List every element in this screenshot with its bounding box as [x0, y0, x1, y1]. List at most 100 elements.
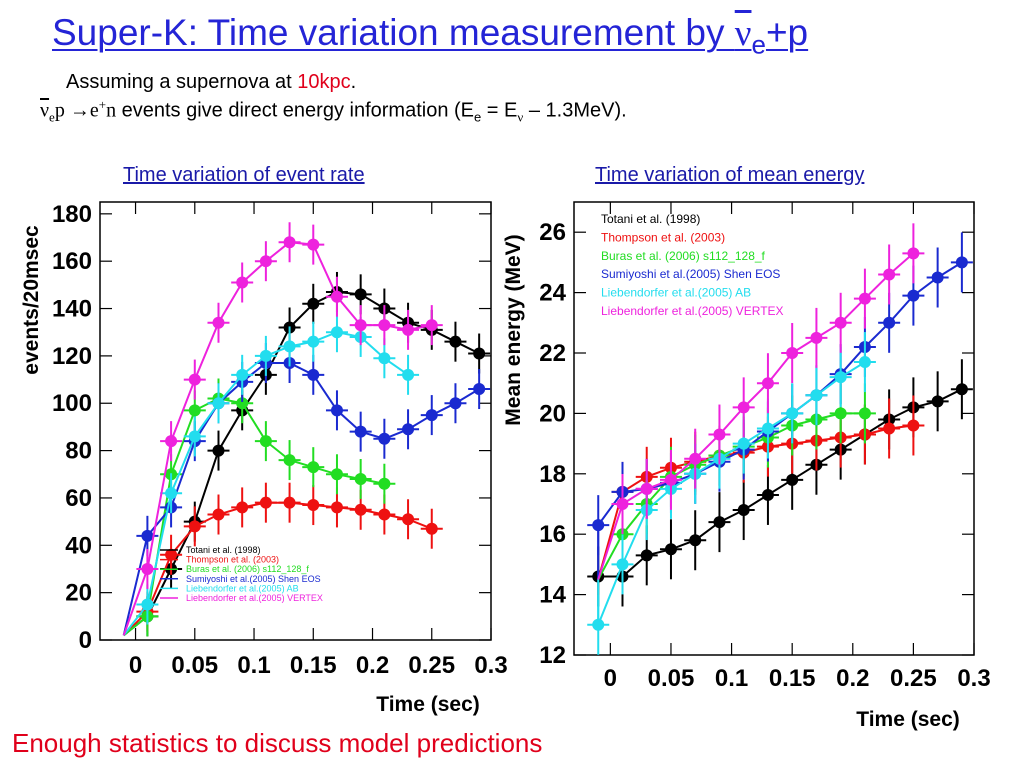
rate-legend-entry: Liebendorfer et al.(2005) VERTEX [186, 593, 323, 603]
rate-data-point [449, 397, 462, 410]
rate-data-point [283, 454, 296, 467]
rate-data-point [330, 468, 343, 481]
rate-series-liebendorfer_ab [122, 312, 420, 636]
rate-plot-frame [99, 201, 492, 641]
assumption-line: Assuming a supernova at 10kpc. [66, 71, 356, 94]
caption-mean-energy: Time variation of mean energy [595, 164, 865, 186]
rate-data-point [259, 496, 272, 509]
rate-data-point [141, 598, 154, 611]
energy-end: – 1.3MeV). [523, 99, 627, 122]
rate-xlabel: Time (sec) [376, 693, 480, 716]
rate-data-point [425, 319, 438, 332]
title-subscript: e [751, 29, 766, 60]
rate-data-point [283, 496, 296, 509]
rate-data-point [378, 352, 391, 365]
rate-data-point [307, 297, 320, 310]
rate-ytick-label: 60 [65, 485, 92, 512]
reaction-line: νep →e+n events give direct energy infor… [40, 97, 627, 126]
rate-data-point [212, 444, 225, 457]
energy-info-text: events give direct energy information (E [116, 99, 475, 122]
reaction-plus: + [98, 97, 107, 112]
rate-data-point [425, 409, 438, 422]
rate-legend: Totani et al. (1998)Thompson et al. (200… [160, 545, 323, 603]
rate-xtick-label: 0.1 [237, 652, 270, 679]
rate-data-point [307, 238, 320, 251]
rate-curve-sumiyoshi [122, 362, 480, 636]
rate-ytick-label: 160 [52, 248, 92, 275]
rate-data-point [473, 347, 486, 360]
rate-data-point [165, 548, 178, 561]
rate-xtick-label: 0.3 [474, 652, 507, 679]
rate-ylabel: events/20msec [20, 225, 43, 375]
energy-sub-nu: ν [517, 109, 524, 125]
rate-data-point [141, 529, 154, 542]
rate-series-liebendorfer_vertex [122, 222, 443, 636]
rate-legend-entry: Liebendorfer et al.(2005) AB [186, 583, 299, 593]
rate-data-point [378, 319, 391, 332]
rate-xtick-label: 0.15 [290, 652, 337, 679]
rate-data-point [473, 383, 486, 396]
rate-data-point [354, 425, 367, 438]
rate-data-point [236, 276, 249, 289]
rate-data-point [212, 397, 225, 410]
rate-data-point [307, 335, 320, 348]
rate-data-point [283, 340, 296, 353]
rate-xtick-label: 0.25 [408, 652, 455, 679]
rate-ytick-label: 40 [65, 532, 92, 559]
rate-legend-entry: Totani et al. (1998) [186, 545, 261, 555]
title-nu-symbol: ν [734, 13, 752, 54]
title-main-text: Super-K: Time variation measurement by [52, 12, 735, 53]
rate-data-point [236, 501, 249, 514]
reaction-nu: ν [40, 99, 50, 122]
rate-data-point [259, 255, 272, 268]
rate-series-sumiyoshi [122, 342, 491, 636]
rate-data-point [378, 432, 391, 445]
rate-data-point [354, 288, 367, 301]
rate-data-point [330, 501, 343, 514]
rate-data-point [330, 290, 343, 303]
rate-data-point [165, 435, 178, 448]
rate-data-point [236, 368, 249, 381]
rate-data-point [307, 461, 320, 474]
energy-equals: = E [481, 99, 518, 122]
reaction-nu-sub: e [49, 109, 55, 125]
rate-xtick-label: 0 [129, 652, 142, 679]
rate-data-point [188, 520, 201, 533]
rate-data-point [402, 423, 415, 436]
rate-data-point [378, 508, 391, 521]
rate-data-point [449, 335, 462, 348]
rate-data-point [188, 404, 201, 417]
rate-data-point [378, 477, 391, 490]
rate-data-point [236, 397, 249, 410]
slide-title: Super-K: Time variation measurement by ν… [52, 12, 808, 60]
rate-ytick-label: 0 [79, 627, 92, 654]
rate-data-point [188, 373, 201, 386]
rate-ytick-label: 120 [52, 343, 92, 370]
energy-sub-e: e [474, 109, 482, 125]
rate-data-point [402, 368, 415, 381]
rate-data-point [307, 499, 320, 512]
rate-data-point [212, 508, 225, 521]
assumption-text: Assuming a supernova at [66, 71, 298, 93]
rate-data-point [425, 522, 438, 535]
rate-data-point [354, 503, 367, 516]
title-tail-text: +p [765, 12, 809, 53]
conclusion-text: Enough statistics to discuss model predi… [12, 728, 543, 758]
rate-data-point [402, 323, 415, 336]
rate-ytick-label: 140 [52, 296, 92, 323]
rate-data-point [283, 236, 296, 249]
rate-data-point [188, 430, 201, 443]
rate-axes: 0 20 40 60 80 100 120 140 160 180 0 0.05 0.1 0.15 0.2 0… [20, 201, 508, 716]
rate-data-point [141, 562, 154, 575]
rate-data-point [259, 435, 272, 448]
rate-ytick-label: 80 [65, 438, 92, 465]
rate-xtick-label: 0.2 [356, 652, 389, 679]
rate-data-point [330, 404, 343, 417]
rate-ytick-label: 20 [65, 580, 92, 607]
rate-legend-entry: Sumiyoshi et al.(2005) Shen EOS [186, 574, 321, 584]
rate-data-point [165, 487, 178, 500]
rate-data-point [354, 319, 367, 332]
rate-curve-totani [123, 290, 480, 637]
rate-data-point [307, 368, 320, 381]
